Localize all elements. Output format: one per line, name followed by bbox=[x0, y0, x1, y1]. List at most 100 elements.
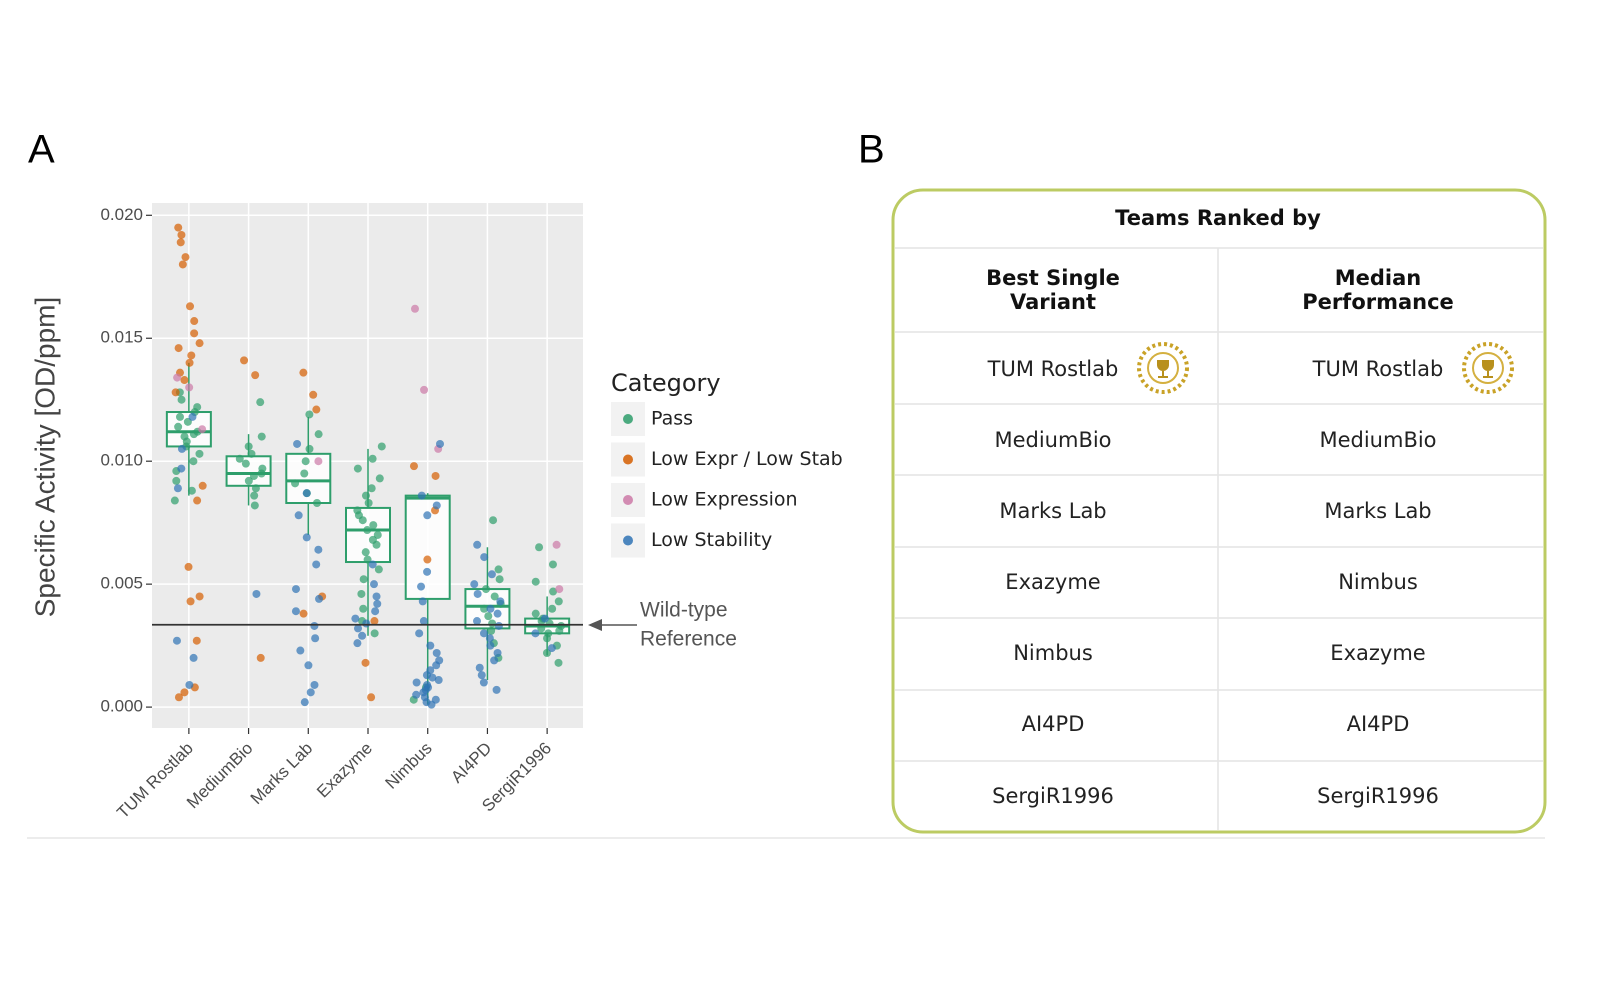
point bbox=[423, 511, 432, 520]
point bbox=[251, 484, 260, 493]
trophy-icon bbox=[1137, 342, 1189, 394]
point bbox=[252, 589, 261, 598]
point bbox=[256, 398, 265, 407]
table-cell: TUM Rostlab bbox=[1312, 357, 1444, 381]
point bbox=[426, 666, 435, 675]
point bbox=[309, 390, 318, 399]
point bbox=[435, 439, 444, 448]
point bbox=[174, 344, 183, 353]
point bbox=[304, 661, 313, 670]
point bbox=[175, 412, 184, 421]
point bbox=[310, 680, 319, 689]
x-tick-label: AI4PD bbox=[447, 739, 495, 787]
point bbox=[480, 604, 489, 613]
table-cell: Marks Lab bbox=[1324, 499, 1431, 523]
point bbox=[549, 587, 558, 596]
point bbox=[187, 351, 196, 360]
x-tick-label: Nimbus bbox=[382, 739, 436, 793]
point bbox=[473, 540, 482, 549]
trophy-icon bbox=[1462, 342, 1514, 394]
point bbox=[488, 619, 497, 628]
y-tick-label: 0.010 bbox=[100, 451, 143, 470]
point bbox=[484, 612, 493, 621]
point bbox=[420, 385, 429, 394]
table-cell: Exazyme bbox=[1005, 570, 1100, 594]
table-lines bbox=[895, 247, 1543, 830]
point bbox=[170, 496, 179, 505]
point bbox=[412, 690, 421, 699]
table-frame bbox=[891, 188, 1547, 834]
point bbox=[247, 449, 256, 458]
point bbox=[302, 533, 311, 542]
y-tick-label: 0.015 bbox=[100, 328, 143, 347]
point bbox=[555, 585, 564, 594]
table-cell: Nimbus bbox=[1013, 641, 1093, 665]
point bbox=[305, 444, 314, 453]
point bbox=[415, 629, 424, 638]
point bbox=[184, 562, 193, 571]
point bbox=[353, 464, 362, 473]
point bbox=[305, 410, 314, 419]
point bbox=[291, 585, 300, 594]
point bbox=[554, 658, 563, 667]
point bbox=[195, 339, 204, 348]
table-cell: TUM Rostlab bbox=[987, 357, 1119, 381]
point bbox=[244, 442, 253, 451]
point bbox=[557, 621, 566, 630]
point bbox=[177, 230, 186, 239]
legend-swatch bbox=[623, 495, 633, 505]
point bbox=[174, 422, 183, 431]
point bbox=[180, 376, 189, 385]
point bbox=[353, 506, 362, 515]
point bbox=[178, 260, 187, 269]
point bbox=[479, 678, 488, 687]
reference-label: Wild-type bbox=[640, 599, 728, 622]
point bbox=[373, 530, 382, 539]
point bbox=[426, 641, 435, 650]
point bbox=[176, 238, 185, 247]
point bbox=[369, 521, 378, 530]
point bbox=[351, 614, 360, 623]
point bbox=[373, 599, 382, 608]
point bbox=[487, 626, 496, 635]
table-cell: AI4PD bbox=[1347, 712, 1410, 736]
point bbox=[490, 656, 499, 665]
point bbox=[542, 649, 551, 657]
column-header: Performance bbox=[1302, 290, 1454, 314]
point bbox=[250, 501, 259, 510]
point bbox=[359, 575, 368, 584]
point bbox=[493, 609, 502, 618]
point bbox=[301, 457, 310, 466]
point bbox=[496, 597, 505, 606]
point bbox=[257, 432, 266, 441]
point bbox=[368, 535, 377, 544]
point bbox=[177, 444, 186, 453]
point bbox=[306, 688, 315, 697]
point bbox=[493, 649, 502, 657]
point bbox=[370, 629, 379, 638]
point bbox=[314, 545, 323, 554]
point bbox=[547, 644, 556, 653]
y-tick-label: 0.005 bbox=[100, 574, 143, 593]
point bbox=[258, 464, 267, 473]
point bbox=[494, 565, 503, 574]
point bbox=[544, 629, 553, 638]
point bbox=[193, 403, 202, 412]
point bbox=[482, 585, 491, 594]
point bbox=[198, 425, 207, 434]
point bbox=[190, 329, 199, 338]
point bbox=[361, 548, 370, 557]
point bbox=[185, 680, 194, 689]
point bbox=[180, 688, 189, 697]
x-tick-label: Exazyme bbox=[313, 739, 376, 802]
point bbox=[357, 589, 366, 598]
point bbox=[354, 624, 363, 633]
point bbox=[185, 358, 194, 367]
table-cell: AI4PD bbox=[1022, 712, 1085, 736]
point bbox=[417, 491, 426, 500]
point bbox=[435, 656, 444, 665]
point bbox=[193, 496, 202, 505]
column-header: Best Single bbox=[986, 266, 1120, 290]
point bbox=[554, 597, 563, 606]
